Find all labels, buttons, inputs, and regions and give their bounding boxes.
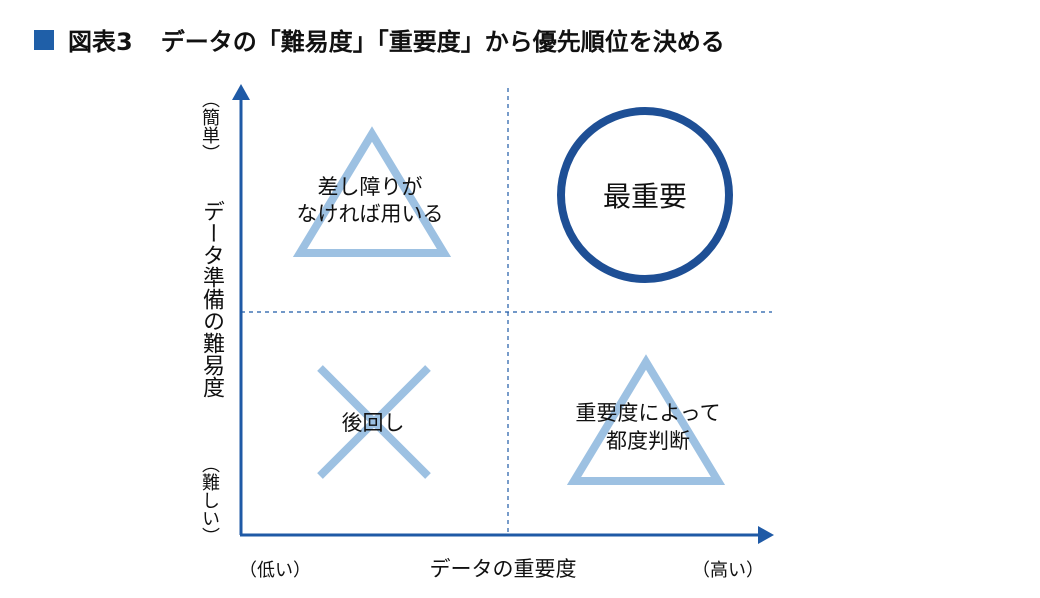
x-axis-low: （低い） bbox=[239, 560, 311, 581]
quadrant-top-right-label: 最重要 bbox=[603, 180, 687, 213]
quadrant-top-left-line1: 差し障りが bbox=[318, 175, 423, 199]
title-square-icon bbox=[34, 29, 54, 50]
y-axis-top: （簡単） bbox=[199, 90, 220, 162]
x-axis-high: （高い） bbox=[692, 560, 764, 581]
x-axis-label: データの重要度 bbox=[430, 557, 577, 581]
quadrant-bottom-right-line1: 重要度によって bbox=[575, 401, 720, 425]
x-axis-arrowhead bbox=[758, 526, 774, 544]
figure-number: 図表3 bbox=[68, 28, 133, 56]
circle-icon bbox=[557, 107, 733, 283]
y-axis-arrowhead bbox=[232, 84, 250, 100]
title-text: データの「難易度」「重要度」から優先順位を決める bbox=[160, 28, 725, 56]
quadrant-bottom-left-label: 後回し bbox=[342, 411, 405, 435]
figure-title: 図表3 データの「難易度」「重要度」から優先順位を決める bbox=[34, 22, 725, 57]
triangle-icon bbox=[292, 126, 452, 257]
cross-icon-stroke bbox=[317, 365, 431, 479]
triangle-icon bbox=[566, 354, 726, 485]
quadrant-bottom-right-line2: 都度判断 bbox=[606, 429, 690, 453]
y-axis-bottom: （難しい） bbox=[199, 455, 220, 545]
y-axis-label: データ準備の難易度 bbox=[199, 200, 224, 398]
quadrant-top-left-line2: なければ用いる bbox=[297, 202, 444, 226]
